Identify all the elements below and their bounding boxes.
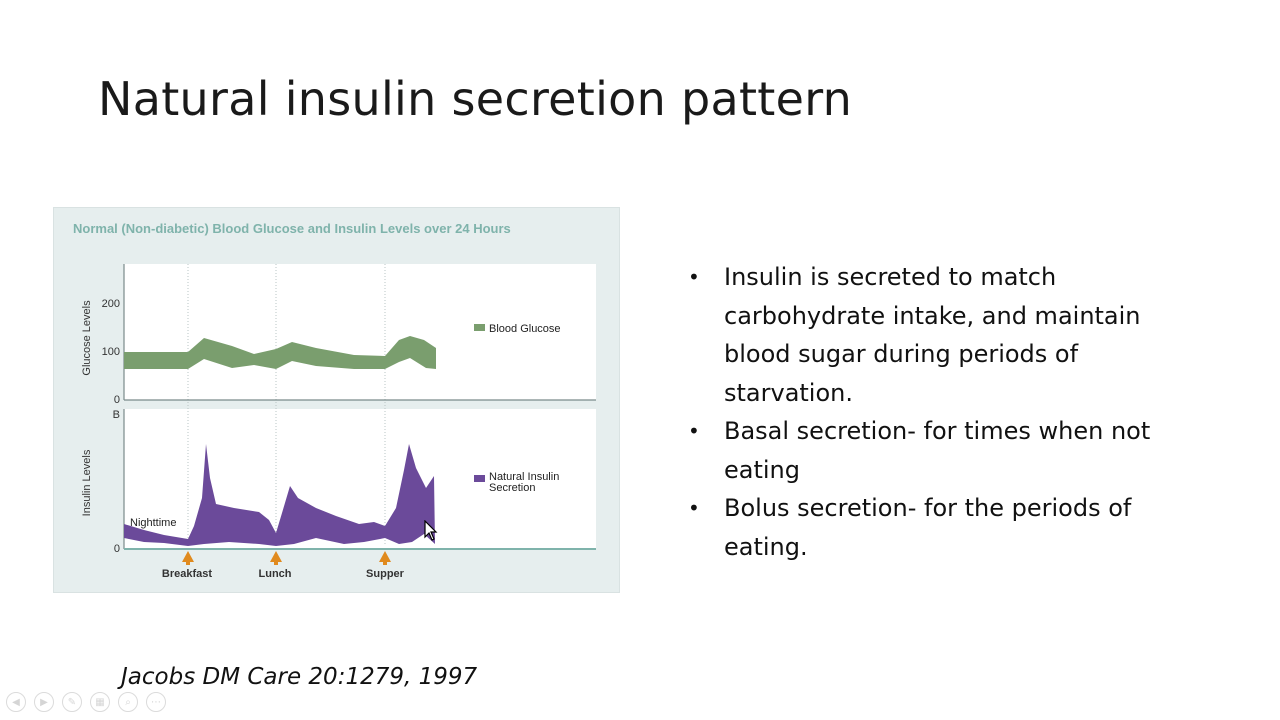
- prev-icon[interactable]: ◀: [6, 692, 26, 712]
- bullet-icon: •: [688, 496, 700, 520]
- slideshow-toolbar: ◀ ▶ ✎ ▦ ⌕ ⋯: [6, 692, 166, 714]
- legend-glucose-swatch: [474, 324, 485, 331]
- insulin-tick-b: B: [113, 409, 120, 421]
- legend-glucose-label: Blood Glucose: [489, 323, 561, 335]
- insulin-axis-label: Insulin Levels: [81, 449, 93, 516]
- supper-arrow-icon: [379, 551, 391, 565]
- glucose-insulin-chart: 200 100 0 B 0 Glucose Levels Insulin Lev…: [81, 264, 596, 580]
- glucose-tick-0: 0: [114, 394, 120, 406]
- glucose-tick-100: 100: [102, 346, 120, 358]
- figure-title: Normal (Non-diabetic) Blood Glucose and …: [73, 221, 511, 236]
- legend-insulin-label-line2: Secretion: [489, 482, 535, 494]
- meal-label-breakfast: Breakfast: [162, 568, 212, 580]
- bullet-text: Basal secretion- for times when not eati…: [724, 417, 1151, 484]
- lunch-arrow-icon: [270, 551, 282, 565]
- insulin-secretion-band: [124, 444, 435, 546]
- legend-insulin-label-line1: Natural Insulin: [489, 471, 559, 483]
- bullet-text: Bolus secretion- for the periods of eati…: [724, 494, 1132, 561]
- chart-figure: 200 100 0 B 0 Glucose Levels Insulin Lev…: [53, 207, 620, 593]
- glucose-axis-label: Glucose Levels: [81, 300, 93, 376]
- bullet-list: • Insulin is secreted to match carbohydra…: [688, 258, 1208, 566]
- bullet-item: • Insulin is secreted to match carbohydra…: [688, 258, 1208, 412]
- insulin-tick-0: 0: [114, 543, 120, 555]
- more-icon[interactable]: ⋯: [146, 692, 166, 712]
- slides-icon[interactable]: ▦: [90, 692, 110, 712]
- glucose-tick-200: 200: [102, 298, 120, 310]
- meal-label-lunch: Lunch: [259, 568, 292, 580]
- meal-arrows: [182, 551, 391, 565]
- mouse-cursor-icon: [424, 520, 438, 541]
- bullet-item: • Basal secretion- for times when not eat…: [688, 412, 1208, 489]
- meal-guidelines: [187, 264, 386, 546]
- zoom-icon[interactable]: ⌕: [118, 692, 138, 712]
- blood-glucose-band: [124, 336, 436, 369]
- nighttime-label: Nighttime: [130, 517, 176, 529]
- meal-label-supper: Supper: [366, 568, 405, 580]
- bullet-item: • Bolus secretion- for the periods of eat…: [688, 489, 1208, 566]
- glucose-plot-area: [124, 264, 596, 400]
- next-icon[interactable]: ▶: [34, 692, 54, 712]
- breakfast-arrow-icon: [182, 551, 194, 565]
- bullet-icon: •: [688, 419, 700, 443]
- slide-title: Natural insulin secretion pattern: [98, 72, 853, 126]
- bullet-icon: •: [688, 265, 700, 289]
- bullet-text: Insulin is secreted to match carbohydrat…: [724, 263, 1141, 407]
- citation: Jacobs DM Care 20:1279, 1997: [121, 664, 478, 690]
- legend-insulin-swatch: [474, 475, 485, 482]
- pen-icon[interactable]: ✎: [62, 692, 82, 712]
